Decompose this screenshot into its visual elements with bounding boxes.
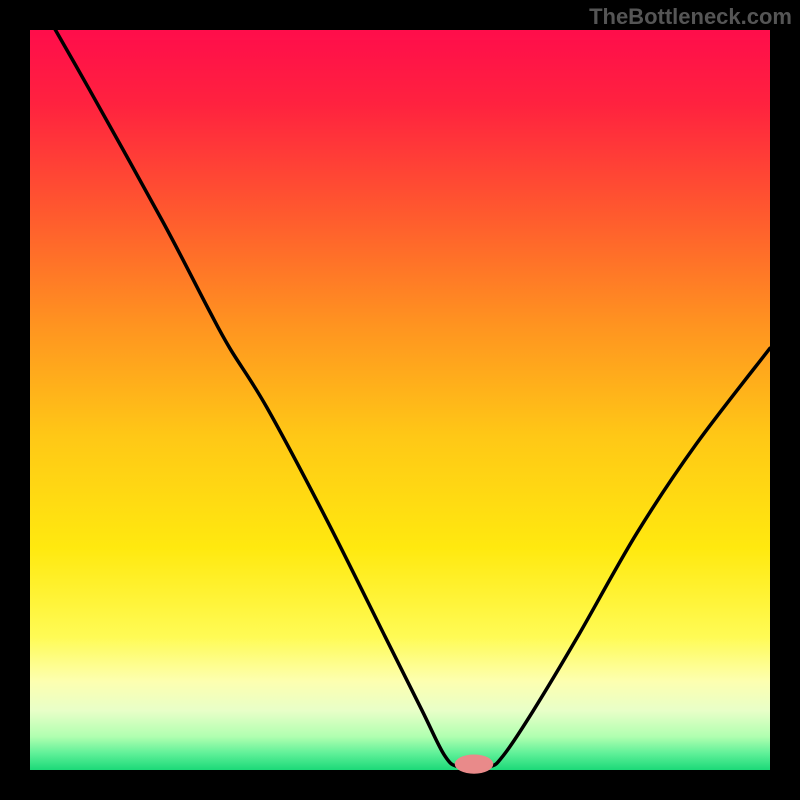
chart-container: TheBottleneck.com bbox=[0, 0, 800, 800]
bottleneck-chart bbox=[0, 0, 800, 800]
plot-area bbox=[30, 30, 770, 770]
optimal-marker bbox=[455, 754, 493, 773]
